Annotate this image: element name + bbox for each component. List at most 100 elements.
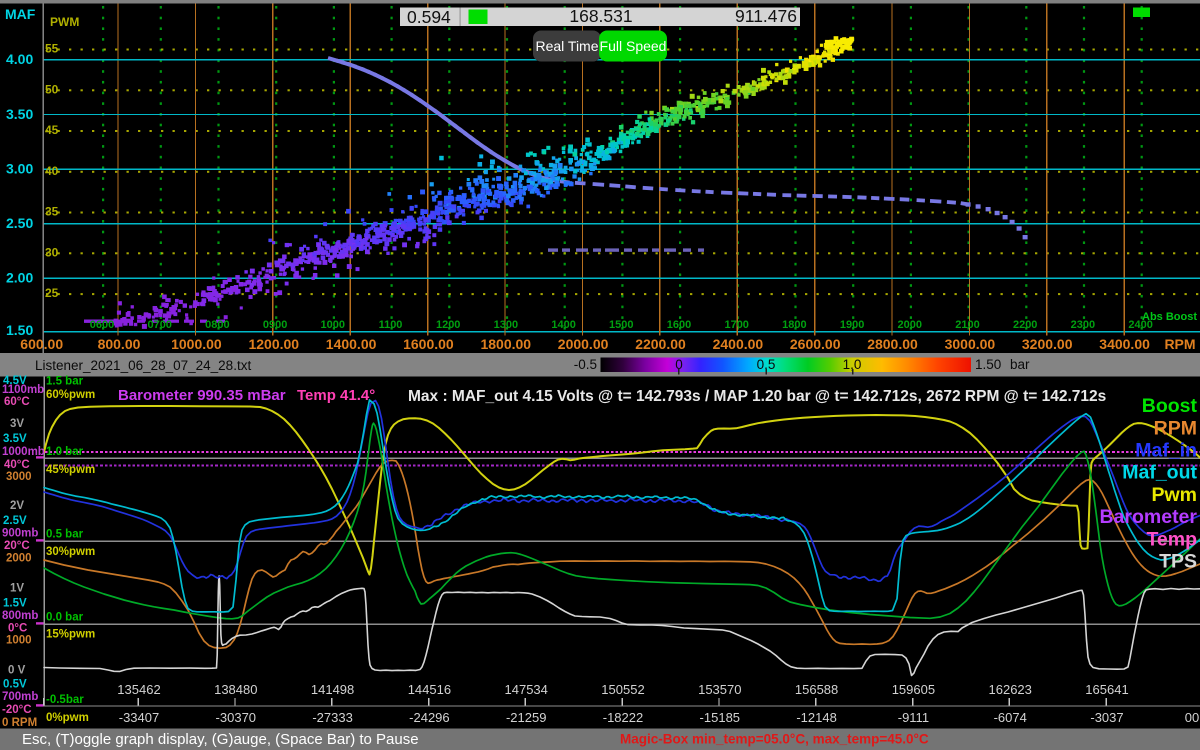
svg-text:1.5 bar: 1.5 bar bbox=[46, 376, 84, 388]
svg-text:-0.5bar: -0.5bar bbox=[46, 694, 84, 706]
svg-text:0.5 bar: 0.5 bar bbox=[46, 529, 84, 541]
svg-text:4.00: 4.00 bbox=[6, 51, 33, 67]
svg-text:Real Time: Real Time bbox=[535, 38, 598, 54]
svg-text:0 RPM: 0 RPM bbox=[2, 717, 37, 729]
svg-text:138480: 138480 bbox=[214, 682, 257, 697]
svg-text:00: 00 bbox=[1185, 710, 1199, 725]
svg-text:1400: 1400 bbox=[551, 319, 575, 331]
svg-text:1900: 1900 bbox=[840, 319, 864, 331]
svg-text:2000: 2000 bbox=[898, 319, 922, 331]
svg-text:144516: 144516 bbox=[408, 682, 451, 697]
svg-text:3V: 3V bbox=[10, 418, 24, 430]
svg-text:150552: 150552 bbox=[601, 682, 644, 697]
svg-text:-15185: -15185 bbox=[700, 710, 740, 725]
svg-text:0.0 bar: 0.0 bar bbox=[46, 612, 84, 624]
svg-text:0600: 0600 bbox=[90, 319, 114, 331]
svg-text:Magic-Box min_temp=05.0°C, ma: Magic-Box min_temp=05.0°C, max_temp=45.0… bbox=[620, 732, 929, 747]
svg-text:3.5V: 3.5V bbox=[3, 433, 27, 445]
svg-text:-24296: -24296 bbox=[409, 710, 449, 725]
svg-text:0.594: 0.594 bbox=[407, 7, 451, 27]
svg-text:1.50: 1.50 bbox=[975, 357, 1001, 372]
svg-text:900mb: 900mb bbox=[2, 528, 38, 540]
svg-text:1300: 1300 bbox=[494, 319, 518, 331]
svg-text:168.531: 168.531 bbox=[569, 6, 632, 26]
svg-text:0800: 0800 bbox=[205, 319, 229, 331]
svg-text:1000.00: 1000.00 bbox=[171, 336, 222, 352]
svg-text:-12148: -12148 bbox=[796, 710, 836, 725]
svg-text:2400: 2400 bbox=[1128, 319, 1152, 331]
svg-text:2800.00: 2800.00 bbox=[867, 336, 918, 352]
svg-text:Barometer 990.35 mBar: Barometer 990.35 mBar bbox=[118, 387, 286, 404]
svg-text:1000mb: 1000mb bbox=[2, 446, 45, 458]
svg-text:2.00: 2.00 bbox=[6, 269, 33, 285]
svg-text:Barometer: Barometer bbox=[1099, 506, 1197, 528]
svg-text:0700: 0700 bbox=[147, 319, 171, 331]
svg-text:0 V: 0 V bbox=[8, 665, 26, 677]
svg-text:0°C: 0°C bbox=[8, 623, 27, 635]
svg-text:45%pwm: 45%pwm bbox=[46, 464, 95, 476]
svg-text:1.50: 1.50 bbox=[6, 322, 33, 338]
svg-text:1.5V: 1.5V bbox=[3, 598, 27, 610]
svg-text:30%pwm: 30%pwm bbox=[46, 546, 95, 558]
svg-text:700mb: 700mb bbox=[2, 691, 38, 703]
svg-text:0900: 0900 bbox=[263, 319, 287, 331]
svg-text:-33407: -33407 bbox=[119, 710, 159, 725]
svg-text:153570: 153570 bbox=[698, 682, 741, 697]
svg-text:-27333: -27333 bbox=[312, 710, 352, 725]
svg-text:162623: 162623 bbox=[989, 682, 1032, 697]
svg-text:1100mb: 1100mb bbox=[2, 384, 44, 396]
svg-text:1800: 1800 bbox=[782, 319, 806, 331]
svg-text:-18222: -18222 bbox=[603, 710, 643, 725]
svg-text:2.5V: 2.5V bbox=[3, 515, 27, 527]
svg-text:Esc, (T)oggle graph display, (: Esc, (T)oggle graph display, (G)auge, (S… bbox=[22, 731, 419, 748]
svg-text:Maf_in: Maf_in bbox=[1135, 440, 1197, 462]
svg-text:Full Speed: Full Speed bbox=[600, 38, 667, 54]
svg-text:600.00: 600.00 bbox=[20, 336, 63, 352]
svg-text:25: 25 bbox=[45, 286, 59, 300]
svg-text:2V: 2V bbox=[10, 500, 24, 512]
svg-text:RPM: RPM bbox=[1154, 417, 1197, 439]
svg-text:45: 45 bbox=[45, 123, 59, 137]
svg-text:Boost: Boost bbox=[1142, 395, 1198, 417]
svg-text:-0.5: -0.5 bbox=[574, 357, 597, 372]
svg-text:1400.00: 1400.00 bbox=[326, 336, 377, 352]
svg-text:1100: 1100 bbox=[379, 319, 403, 331]
svg-text:147534: 147534 bbox=[505, 682, 548, 697]
svg-text:0: 0 bbox=[675, 357, 683, 372]
svg-text:-9111: -9111 bbox=[898, 710, 929, 725]
svg-text:-21259: -21259 bbox=[506, 710, 546, 725]
svg-text:3.50: 3.50 bbox=[6, 106, 33, 122]
svg-text:3400.00: 3400.00 bbox=[1099, 336, 1150, 352]
svg-text:Maf_out: Maf_out bbox=[1122, 462, 1197, 484]
svg-text:1800.00: 1800.00 bbox=[480, 336, 531, 352]
svg-text:2200.00: 2200.00 bbox=[635, 336, 686, 352]
svg-text:2600.00: 2600.00 bbox=[790, 336, 841, 352]
svg-text:PWM: PWM bbox=[50, 15, 79, 29]
svg-text:3.00: 3.00 bbox=[6, 161, 33, 177]
svg-text:1700: 1700 bbox=[724, 319, 748, 331]
svg-text:0.5V: 0.5V bbox=[3, 679, 27, 691]
svg-text:15%pwm: 15%pwm bbox=[46, 629, 95, 641]
svg-text:1000: 1000 bbox=[6, 635, 32, 647]
svg-text:0%pwm: 0%pwm bbox=[46, 712, 89, 724]
svg-text:3000: 3000 bbox=[6, 471, 32, 483]
svg-text:RPM: RPM bbox=[1164, 336, 1195, 352]
svg-text:Temp 41.4°: Temp 41.4° bbox=[297, 387, 375, 404]
svg-text:60°C: 60°C bbox=[4, 396, 30, 408]
svg-text:1200.00: 1200.00 bbox=[248, 336, 299, 352]
svg-text:1600.00: 1600.00 bbox=[403, 336, 454, 352]
svg-text:50: 50 bbox=[45, 82, 59, 96]
svg-text:2000.00: 2000.00 bbox=[558, 336, 609, 352]
svg-text:2.50: 2.50 bbox=[6, 215, 33, 231]
svg-text:165641: 165641 bbox=[1085, 682, 1128, 697]
svg-text:60%pwm: 60%pwm bbox=[46, 389, 95, 401]
svg-text:20°C: 20°C bbox=[4, 540, 30, 552]
svg-text:1500: 1500 bbox=[609, 319, 633, 331]
svg-text:35: 35 bbox=[45, 205, 59, 219]
svg-text:0,5: 0,5 bbox=[757, 357, 776, 372]
svg-text:3000.00: 3000.00 bbox=[945, 336, 996, 352]
svg-text:-20°C: -20°C bbox=[2, 704, 32, 716]
svg-text:Max : MAF_out 4.15 Volts @ t: Max : MAF_out 4.15 Volts @ t= 142.793s /… bbox=[408, 388, 1106, 405]
svg-text:55: 55 bbox=[45, 42, 59, 56]
svg-text:-6074: -6074 bbox=[994, 710, 1027, 725]
